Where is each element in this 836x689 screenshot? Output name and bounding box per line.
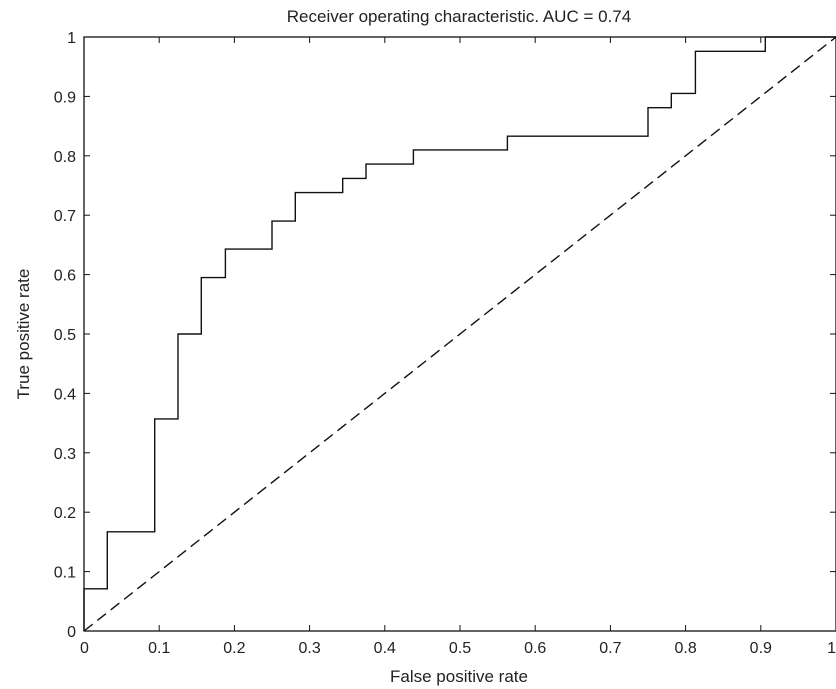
y-tick-label: 0.1 bbox=[54, 565, 76, 582]
x-tick-label: 0.6 bbox=[524, 640, 546, 657]
y-tick-label: 0.4 bbox=[54, 386, 76, 403]
y-tick-label: 0.6 bbox=[54, 268, 76, 285]
y-tick-label: 1 bbox=[67, 30, 76, 47]
y-axis-label: True positive rate bbox=[14, 269, 33, 400]
chart-title: Receiver operating characteristic. AUC =… bbox=[287, 7, 631, 26]
x-tick-label: 0.2 bbox=[223, 640, 245, 657]
x-tick-label: 0.8 bbox=[674, 640, 696, 657]
x-tick-label: 1 bbox=[827, 640, 836, 657]
reference-diagonal-line bbox=[83, 36, 836, 632]
y-tick-label: 0.3 bbox=[54, 446, 76, 463]
y-tick-label: 0.7 bbox=[54, 208, 76, 225]
y-tick-label: 0.5 bbox=[54, 327, 76, 344]
x-tick-label: 0.4 bbox=[374, 640, 396, 657]
x-tick-label: 0.9 bbox=[750, 640, 772, 657]
y-tick-label: 0.9 bbox=[54, 89, 76, 106]
y-tick-label: 0 bbox=[67, 624, 76, 641]
y-tick-label: 0.2 bbox=[54, 505, 76, 522]
x-tick-label: 0.7 bbox=[599, 640, 621, 657]
series-group bbox=[83, 36, 836, 632]
x-tick-label: 0.3 bbox=[298, 640, 320, 657]
x-tick-label: 0 bbox=[80, 640, 89, 657]
y-tick-label: 0.8 bbox=[54, 149, 76, 166]
x-tick-label: 0.1 bbox=[148, 640, 170, 657]
tick-group: 0 0.1 0.2 0.3 0.4 0.5 0.6 0.7 0.8 0.9 1 0 0.1 0.2 0.3 0… bbox=[54, 30, 836, 657]
x-axis-label: False positive rate bbox=[390, 667, 528, 686]
x-tick-label: 0.5 bbox=[449, 640, 471, 657]
roc-curve-line bbox=[83, 36, 836, 631]
